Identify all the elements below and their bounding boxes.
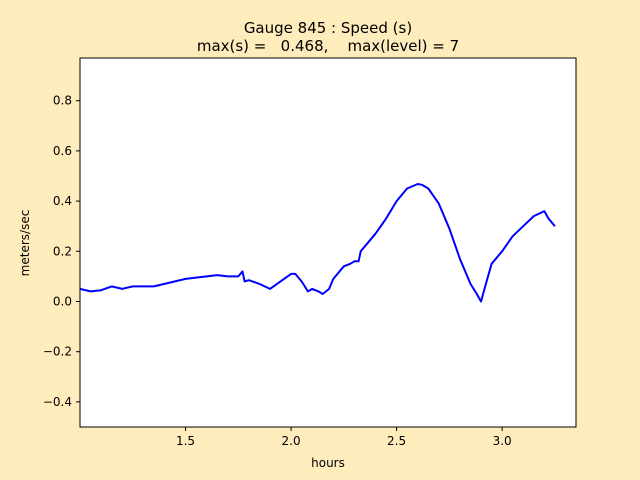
y-tick-label: −0.4 [43,395,72,409]
x-tick-label: 3.0 [493,434,512,448]
plot-frame [79,57,577,428]
x-axis-ticks: 1.5 2.0 2.5 3.0 [176,427,512,448]
x-tick-label: 2.5 [387,434,406,448]
x-axis-label: hours [311,456,345,470]
y-tick-label: 0.8 [53,94,72,108]
series-line-0 [79,183,556,303]
y-axis-ticks: −0.4 −0.2 0.0 0.2 0.4 0.6 0.8 [43,94,80,409]
y-tick-label: 0.4 [53,194,72,208]
y-tick-label: 0.2 [53,244,72,258]
y-tick-label: 0.6 [53,144,72,158]
x-tick-label: 2.0 [282,434,301,448]
y-tick-label: −0.2 [43,345,72,359]
y-axis-label: meters/sec [18,210,32,277]
plot-area [80,58,576,427]
series-layer [79,183,556,303]
chart-subtitle: max(s) = 0.468, max(level) = 7 [197,37,459,55]
chart-title: Gauge 845 : Speed (s) [244,19,412,37]
x-tick-label: 1.5 [176,434,195,448]
y-tick-label: 0.0 [53,294,72,308]
